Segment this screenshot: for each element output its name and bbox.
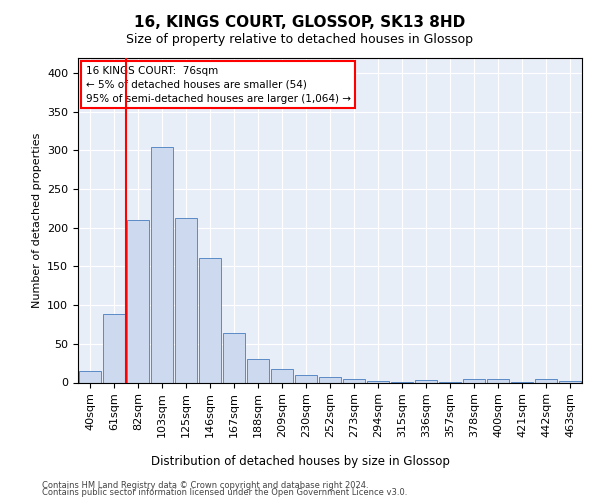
Text: Contains HM Land Registry data © Crown copyright and database right 2024.: Contains HM Land Registry data © Crown c… — [42, 480, 368, 490]
Bar — [535, 380, 557, 382]
Y-axis label: Number of detached properties: Number of detached properties — [32, 132, 41, 308]
Text: Size of property relative to detached houses in Glossop: Size of property relative to detached ho… — [127, 32, 473, 46]
Bar — [367, 381, 389, 382]
Bar — [559, 381, 581, 382]
Bar — [175, 218, 197, 382]
Bar — [463, 380, 485, 382]
Bar — [295, 375, 317, 382]
Bar — [487, 380, 509, 382]
Bar — [247, 360, 269, 382]
Text: Distribution of detached houses by size in Glossop: Distribution of detached houses by size … — [151, 454, 449, 468]
Text: 16 KINGS COURT:  76sqm
← 5% of detached houses are smaller (54)
95% of semi-deta: 16 KINGS COURT: 76sqm ← 5% of detached h… — [86, 66, 350, 104]
Bar — [199, 258, 221, 382]
Bar — [343, 380, 365, 382]
Bar — [271, 370, 293, 382]
Text: Contains public sector information licensed under the Open Government Licence v3: Contains public sector information licen… — [42, 488, 407, 497]
Bar — [319, 377, 341, 382]
Bar — [79, 371, 101, 382]
Bar — [151, 148, 173, 382]
Text: 16, KINGS COURT, GLOSSOP, SK13 8HD: 16, KINGS COURT, GLOSSOP, SK13 8HD — [134, 15, 466, 30]
Bar — [127, 220, 149, 382]
Bar — [103, 314, 125, 382]
Bar — [415, 380, 437, 382]
Bar — [223, 333, 245, 382]
